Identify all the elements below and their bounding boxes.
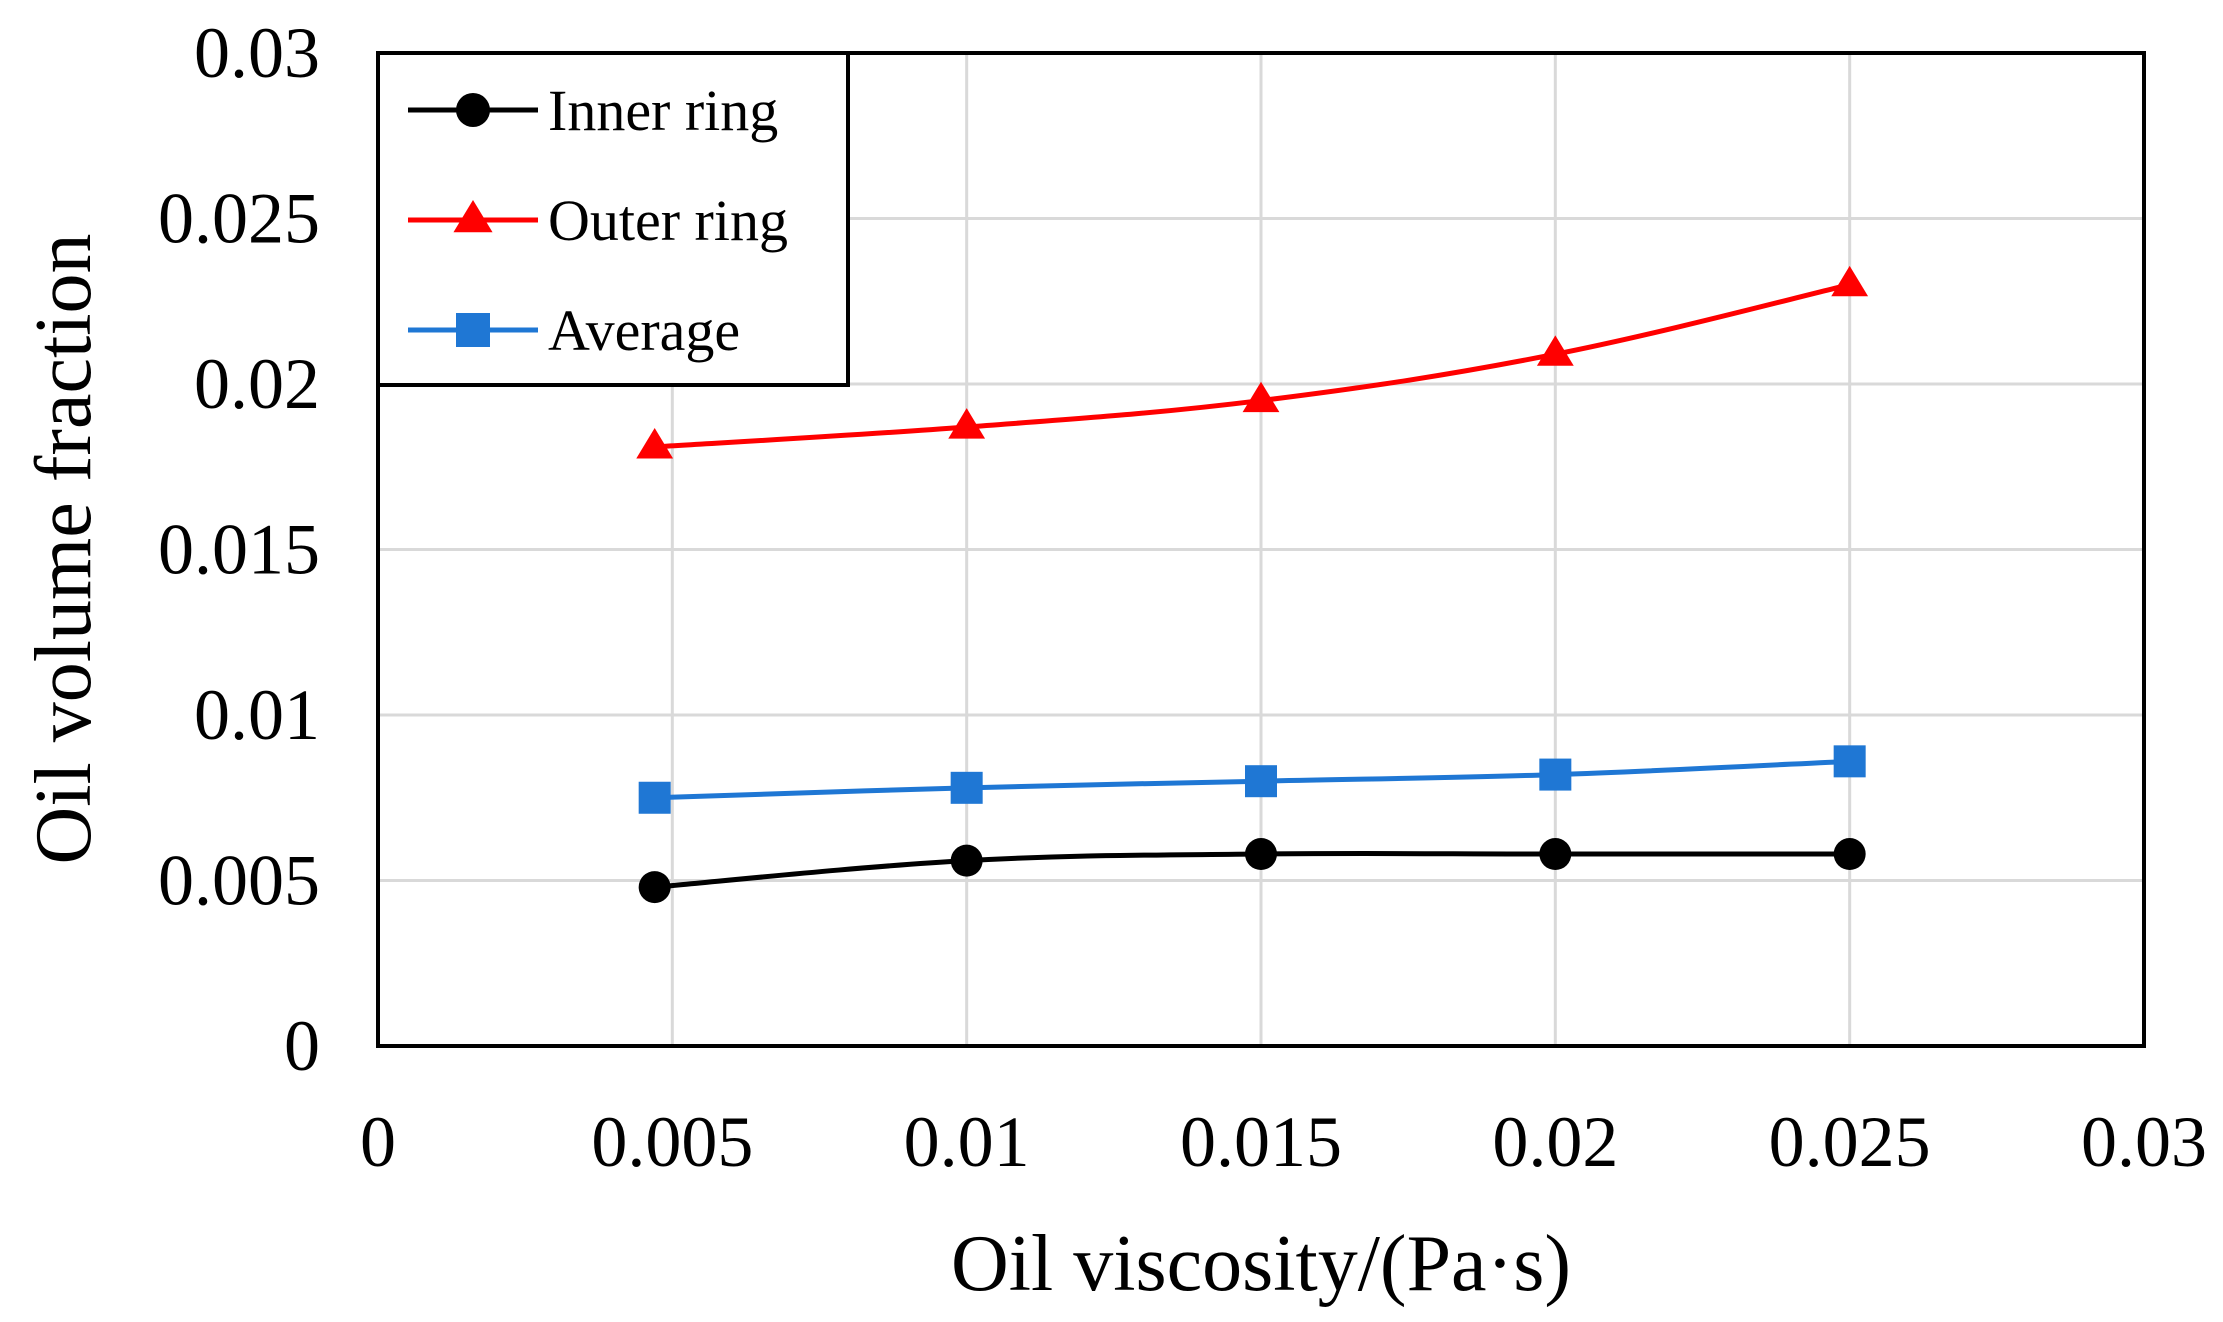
x-tick-label: 0.005 [591, 1102, 753, 1182]
legend-label: Outer ring [548, 188, 788, 253]
legend-marker [453, 199, 493, 233]
y-tick-label: 0.03 [194, 13, 320, 93]
data-point-average [1833, 745, 1866, 778]
legend-items: Inner ring Outer ring Average [408, 78, 788, 363]
x-axis-title: Oil viscosity/(Pa·s) [951, 1220, 1571, 1308]
data-point-outer-ring [948, 408, 986, 439]
y-tick-label: 0 [284, 1006, 320, 1086]
legend: Inner ring Outer ring Average [376, 51, 850, 387]
legend-item-inner-ring: Inner ring [408, 78, 778, 143]
y-axis-title: Oil volume fraction [20, 234, 108, 865]
y-axis-ticks: 0 0.005 0.01 0.015 0.02 0.025 0.03 [158, 13, 320, 1086]
data-point-outer-ring [1831, 265, 1869, 297]
y-tick-label: 0.02 [194, 344, 320, 424]
y-tick-label: 0.025 [158, 179, 320, 259]
legend-item-outer-ring: Outer ring [408, 188, 788, 253]
y-tick-label: 0.015 [158, 510, 320, 590]
data-point-outer-ring [1242, 381, 1280, 413]
x-tick-label: 0.02 [1492, 1102, 1618, 1182]
data-point-average [638, 781, 671, 814]
legend-label: Average [548, 298, 740, 363]
data-point-inner-ring [638, 871, 671, 904]
legend-item-average: Average [408, 298, 740, 363]
data-point-inner-ring [1245, 838, 1277, 871]
x-tick-label: 0 [360, 1102, 396, 1182]
series-outer-ring [636, 265, 1869, 459]
x-tick-label: 0.03 [2081, 1102, 2207, 1182]
legend-marker [456, 93, 490, 127]
legend-marker [456, 313, 490, 347]
data-point-average [1245, 765, 1277, 798]
data-point-inner-ring [950, 844, 983, 877]
x-tick-label: 0.01 [904, 1102, 1030, 1182]
y-tick-label: 0.01 [194, 675, 320, 755]
data-point-inner-ring [1539, 838, 1572, 871]
series-group [636, 265, 1869, 904]
data-point-outer-ring [1536, 335, 1574, 366]
data-point-average [1539, 758, 1572, 791]
series-inner-ring [638, 838, 1866, 904]
plot-area-frame [376, 51, 2146, 1048]
x-axis-ticks: 0 0.005 0.01 0.015 0.02 0.025 0.03 [360, 1102, 2207, 1182]
y-tick-label: 0.005 [158, 841, 320, 921]
data-point-average [950, 771, 983, 804]
x-tick-label: 0.025 [1769, 1102, 1931, 1182]
x-tick-label: 0.015 [1180, 1102, 1342, 1182]
series-average [638, 745, 1866, 814]
data-point-inner-ring [1833, 838, 1866, 871]
data-point-outer-ring [636, 428, 674, 459]
legend-label: Inner ring [548, 78, 778, 143]
